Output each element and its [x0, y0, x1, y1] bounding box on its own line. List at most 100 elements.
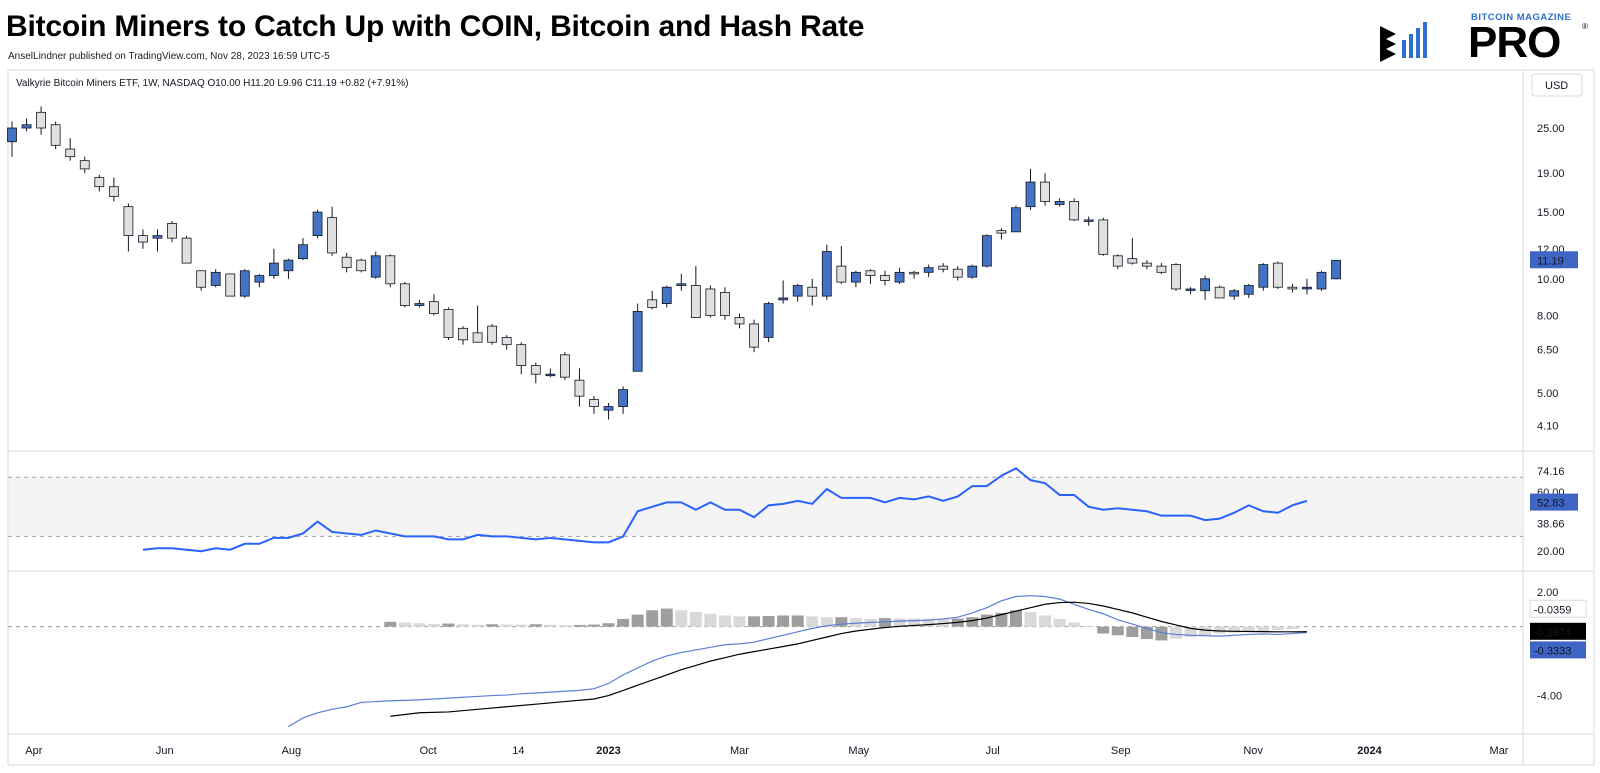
macd-hist-bar: [937, 618, 950, 627]
macd-hist-bar: [515, 624, 528, 627]
macd-hist-bar: [1228, 626, 1241, 633]
currency-label: USD: [1545, 80, 1568, 92]
macd-hist-bar: [995, 612, 1008, 627]
time-tick-label: 2023: [596, 745, 620, 757]
price-tick-label: 4.10: [1537, 420, 1558, 432]
candle-body: [676, 283, 687, 286]
candle-body: [530, 365, 541, 375]
macd-hist-bar: [471, 624, 484, 627]
macd-hist-bar: [442, 623, 455, 627]
price-tick-label: 5.00: [1537, 388, 1558, 400]
time-tick-label: Mar: [730, 745, 749, 757]
macd-tick-label: 2.00: [1537, 587, 1558, 599]
candle-body: [952, 268, 963, 278]
candle-body: [938, 265, 949, 270]
candle-body: [1011, 207, 1021, 233]
macd-value-box: [1529, 599, 1587, 618]
time-tick-label: 2024: [1357, 745, 1382, 757]
candle-body: [516, 344, 527, 367]
candle-body: [312, 211, 323, 237]
candle-body: [851, 271, 861, 283]
macd-hist-bar: [1082, 625, 1095, 627]
candle-body: [720, 292, 730, 316]
time-tick-label: 14: [512, 745, 524, 757]
candle-body: [1142, 262, 1152, 267]
macd-hist-bar: [777, 615, 790, 627]
rsi-series: [142, 467, 1308, 553]
candle-body: [108, 186, 119, 197]
macd-hist-bar: [646, 610, 659, 627]
rsi-tick-label: 20.00: [1537, 546, 1565, 558]
candle-body: [967, 265, 978, 278]
candle-body: [1243, 285, 1254, 295]
macd-series: [288, 595, 1307, 728]
macd-hist-bar: [718, 615, 731, 627]
macd-hist-bar: [980, 614, 993, 627]
candle-body: [298, 244, 308, 260]
candle-body: [268, 262, 279, 276]
macd-hist-bar: [384, 621, 397, 627]
candle-body: [385, 255, 396, 285]
macd-hist-bar: [922, 618, 935, 627]
macd-hist-bar: [1155, 626, 1168, 641]
candle-body: [429, 301, 439, 314]
macd-hist-bar: [413, 623, 426, 627]
candle-body: [909, 271, 919, 275]
macd-hist-bar: [660, 608, 673, 627]
symbol-legend: Valkyrie Bitcoin Miners ETF, 1W, NASDAQ …: [16, 78, 408, 89]
logo-small-text: BITCOIN MAGAZINE: [1471, 12, 1572, 23]
macd-hist-bar: [1257, 626, 1270, 631]
candle-body: [1098, 219, 1109, 255]
candle-body: [996, 230, 1007, 234]
time-tick-label: Sep: [1111, 745, 1131, 757]
macd-value-label: -0.3333: [1534, 645, 1571, 657]
macd-tick-label: -4.00: [1537, 691, 1562, 703]
rsi-tick-label: 38.66: [1537, 519, 1565, 531]
candle-body: [472, 332, 483, 343]
candle-body: [1040, 181, 1050, 202]
candle-body: [1185, 288, 1196, 291]
candle-body: [1069, 201, 1080, 221]
candle-body: [1287, 286, 1298, 290]
candle-body: [560, 354, 570, 378]
candle-body: [1112, 255, 1123, 267]
candle-body: [836, 265, 847, 283]
logo-mark-icon: [1380, 22, 1427, 62]
macd-hist-bar: [835, 617, 848, 627]
candle-body: [894, 271, 905, 283]
macd-hist-bar: [1126, 626, 1139, 637]
candle-body: [443, 309, 454, 338]
candle-body: [1272, 262, 1283, 288]
macd-hist-bar: [704, 613, 717, 627]
macd-value-label: -0.2974: [1534, 627, 1571, 639]
macd-hist-bar: [748, 616, 761, 627]
candle-body: [1229, 290, 1240, 297]
time-tick-label: Jul: [986, 745, 1000, 757]
macd-hist-bar: [457, 624, 470, 627]
macd-hist-bar: [1097, 626, 1110, 634]
time-tick-label: Jun: [156, 745, 174, 757]
candle-body: [283, 259, 294, 272]
candle-body: [210, 271, 221, 286]
macd-hist-bar: [1039, 615, 1052, 627]
price-tick-label: 19.00: [1537, 168, 1565, 180]
candle-body: [981, 235, 992, 267]
macd-hist-bar: [573, 624, 586, 627]
macd-hist-bar: [1286, 626, 1299, 630]
macd-hist-bar: [427, 623, 440, 627]
currency-button[interactable]: [1531, 73, 1583, 97]
macd-hist-bar: [1184, 626, 1197, 638]
macd-hist-bar: [733, 616, 746, 627]
macd-hist-bar: [500, 624, 513, 627]
price-tick-label: 10.00: [1537, 274, 1565, 286]
time-tick-label: Nov: [1243, 745, 1263, 757]
time-tick-label: Oct: [420, 745, 437, 757]
candle-body: [821, 251, 832, 297]
candle-body: [880, 275, 890, 281]
rsi-tick-label: 74.16: [1537, 466, 1565, 478]
candle-body: [749, 323, 759, 348]
price-tick-label: 25.00: [1537, 123, 1565, 135]
candle-body: [545, 373, 556, 377]
macd-hist-bar: [689, 612, 702, 627]
